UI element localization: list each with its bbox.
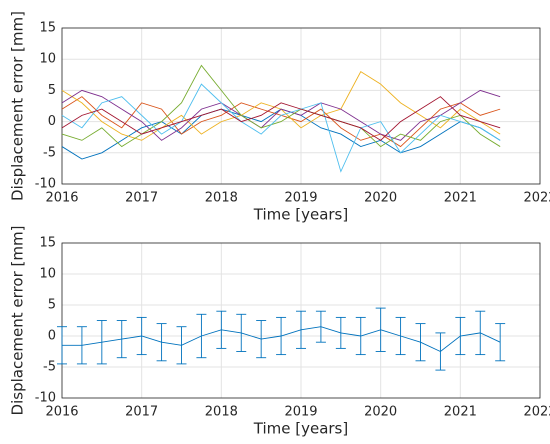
- y-tick-label: 10: [39, 52, 56, 67]
- x-tick-label: 2016: [45, 191, 78, 206]
- axes-box: [61, 27, 541, 185]
- x-axis-label: Time [years]: [253, 420, 348, 438]
- y-tick-label: 0: [48, 329, 56, 344]
- y-tick-label: 5: [48, 298, 56, 313]
- x-tick-label: 2019: [284, 191, 317, 206]
- x-tick-label: 2022: [523, 405, 550, 420]
- x-tick-label: 2020: [364, 405, 397, 420]
- y-tick-label: 15: [39, 236, 56, 251]
- x-tick-label: 2017: [125, 191, 158, 206]
- y-axis-label: Displacement error [mm]: [9, 11, 27, 201]
- series-line: [61, 83, 501, 173]
- axes-box: [61, 242, 541, 399]
- x-tick-label: 2019: [284, 405, 317, 420]
- series-line: [62, 326, 501, 353]
- x-tick-label: 2018: [205, 405, 238, 420]
- x-axis-label: Time [years]: [253, 206, 348, 224]
- y-tick-label: -5: [43, 145, 56, 160]
- y-tick-label: 10: [39, 267, 56, 282]
- y-axis-label: Displacement error [mm]: [9, 226, 27, 416]
- x-tick-label: 2021: [444, 405, 477, 420]
- y-tick-label: -10: [35, 177, 56, 192]
- x-tick-label: 2017: [125, 405, 158, 420]
- y-tick-label: 5: [48, 83, 56, 98]
- y-tick-label: -10: [35, 391, 56, 406]
- y-tick-label: 15: [39, 21, 56, 36]
- series-line: [61, 96, 501, 141]
- x-tick-label: 2018: [205, 191, 238, 206]
- y-tick-label: 0: [48, 114, 56, 129]
- x-tick-label: 2021: [444, 191, 477, 206]
- series-line: [61, 64, 501, 148]
- series-line: [61, 89, 501, 141]
- y-tick-label: -5: [43, 360, 56, 375]
- x-tick-label: 2022: [523, 191, 550, 206]
- x-tick-label: 2016: [45, 405, 78, 420]
- x-tick-label: 2020: [364, 191, 397, 206]
